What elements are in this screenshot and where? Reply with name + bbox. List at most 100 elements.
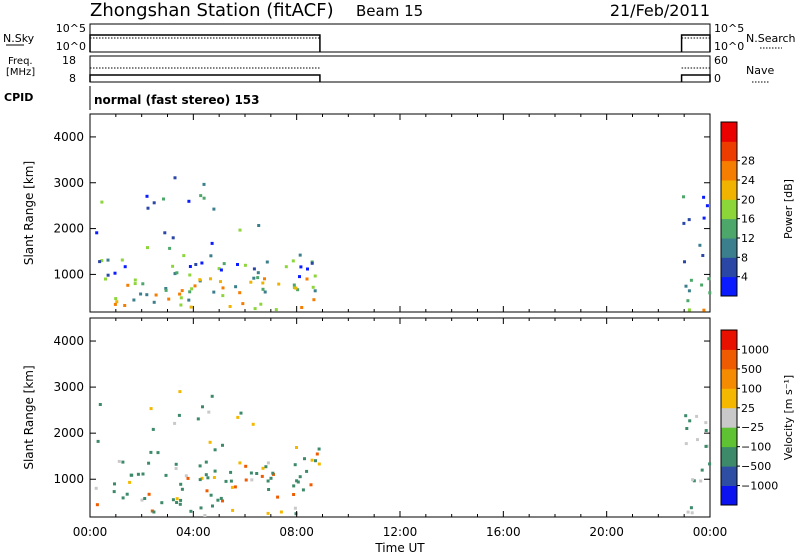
heatmap-cell (298, 253, 302, 257)
nave-tick-bottom: 0 (714, 72, 721, 85)
heatmap-cell (180, 487, 184, 491)
heatmap-cell (298, 275, 301, 279)
heatmap-cell (269, 476, 273, 480)
heatmap-cell (700, 468, 704, 472)
heatmap-cell (695, 414, 699, 418)
nsearch-tick-bottom: 10^0 (714, 40, 744, 53)
heatmap-cell (164, 288, 168, 292)
freq-unit-label: [MHz] (6, 67, 35, 78)
heatmap-cell (184, 474, 188, 478)
heatmap-cell (252, 267, 256, 271)
freq-trace (89, 74, 321, 82)
x-tick-label: 00:00 (693, 525, 728, 539)
heatmap-cell (303, 457, 306, 461)
nsky-tick-bottom: 10^0 (56, 40, 86, 53)
heatmap-cell (684, 414, 688, 418)
freq-panel (89, 55, 711, 83)
colorbar-tick-label: −100 (741, 441, 771, 454)
heatmap-cell (213, 469, 217, 473)
heatmap-cell (147, 461, 151, 465)
heatmap-cell (294, 512, 298, 516)
heatmap-cell (249, 280, 253, 284)
heatmap-cell (145, 293, 149, 297)
heatmap-frame (89, 113, 711, 313)
heatmap-cell (160, 501, 164, 505)
heatmap-cell (305, 469, 309, 473)
heatmap-cell (187, 199, 191, 203)
heatmap-cell (205, 489, 209, 493)
heatmap-cell (219, 268, 223, 272)
heatmap-cell (313, 274, 317, 278)
heatmap-cell (173, 272, 177, 276)
heatmap-cell (189, 509, 193, 513)
heatmap-cell (141, 472, 145, 476)
heatmap-cell (691, 478, 695, 482)
heatmap-cell (698, 243, 702, 247)
colorbar-segment (721, 257, 737, 278)
heatmap-cell (196, 417, 200, 421)
heatmap-cell (123, 304, 127, 307)
heatmap-cell (173, 421, 177, 425)
x-tick-label: 12:00 (383, 525, 418, 539)
heatmap-cell (209, 254, 213, 258)
heatmap-cell (238, 461, 242, 465)
colorbar-segment (721, 218, 737, 239)
heatmap-cell (121, 496, 125, 500)
cpid-mode: normal (fast stereo) 153 (94, 93, 260, 107)
colorbar-segment (721, 122, 737, 142)
nsky-trace (89, 34, 321, 52)
colorbar-segment (721, 388, 737, 409)
colorbar-tick-label: 12 (741, 232, 755, 245)
heatmap-cell (182, 254, 186, 258)
heatmap-cell (193, 284, 197, 288)
heatmap-cell (203, 514, 207, 517)
nsearch-tick-top: 10^5 (714, 22, 744, 35)
colorbar-label: Power [dB] (782, 179, 795, 239)
heatmap-cell (296, 480, 300, 484)
colorbar-segment (721, 485, 737, 506)
heatmap-cell (208, 440, 212, 444)
heatmap-cell (198, 464, 202, 468)
heatmap-cell (147, 492, 151, 496)
heatmap-cell (253, 307, 257, 311)
nsky-tick-top: 10^5 (56, 22, 86, 35)
heatmap-cell (212, 290, 216, 294)
heatmap-cell (702, 195, 706, 199)
heatmap-cell (690, 511, 694, 515)
heatmap-cell (299, 265, 303, 269)
heatmap-cell (702, 308, 706, 312)
heatmap-cell (115, 300, 119, 304)
heatmap-cell (189, 305, 193, 309)
heatmap-cell (298, 475, 302, 479)
heatmap-cell (174, 467, 178, 470)
heatmap-cell (174, 462, 178, 466)
heatmap-cell (128, 480, 132, 484)
heatmap-cell (236, 263, 239, 266)
heatmap-cell (200, 261, 204, 265)
heatmap-cell (699, 479, 703, 483)
colorbar-tick-label: 24 (741, 174, 755, 187)
heatmap-cell (188, 273, 192, 277)
heatmap-cell (311, 285, 315, 289)
heatmap-cell (194, 263, 198, 266)
heatmap-cell (230, 485, 234, 489)
heatmap-cell (151, 427, 155, 431)
heatmap-cell (295, 446, 298, 449)
heatmap-cell (167, 297, 171, 301)
freq-label: Freq. (8, 56, 33, 67)
heatmap-cell (188, 265, 192, 268)
heatmap-cell (209, 493, 213, 497)
heatmap-cell (206, 476, 210, 480)
heatmap-cell (263, 290, 267, 294)
y-tick-label: 3000 (53, 380, 84, 394)
heatmap-cell (261, 281, 265, 285)
heatmap-cell (98, 260, 102, 264)
colorbar-segment (721, 330, 737, 350)
heatmap-cell (94, 486, 98, 490)
heatmap-cell (123, 265, 127, 269)
heatmap-cell (150, 509, 154, 513)
heatmap-cell (177, 413, 181, 417)
colorbar-label: Velocity [m s⁻¹] (782, 375, 795, 460)
heatmap-cell (700, 283, 704, 287)
